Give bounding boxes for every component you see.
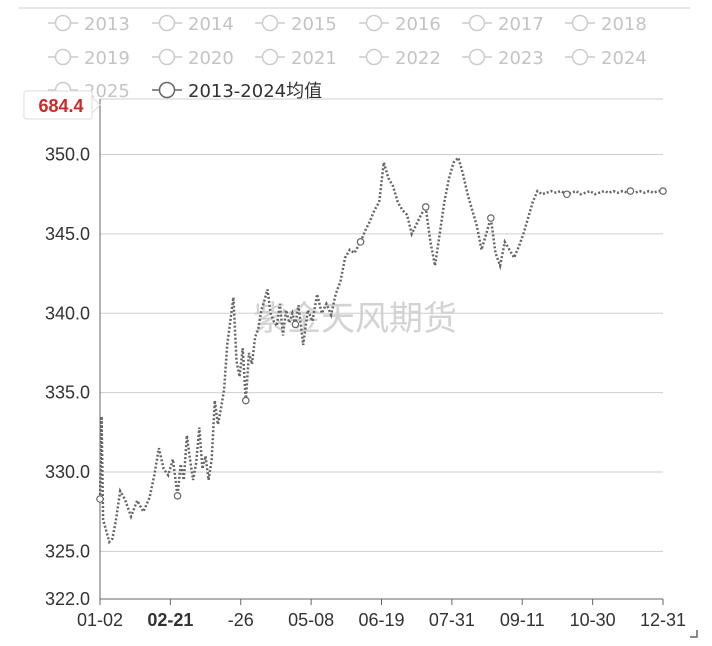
data-point[interactable] [487, 214, 495, 222]
legend-label: 2013 [84, 14, 130, 35]
data-point[interactable] [173, 492, 182, 500]
data-point[interactable] [421, 203, 430, 211]
legend-item[interactable]: 2020 [152, 48, 234, 69]
y-pointer-label: 684.4 [38, 96, 83, 116]
y-tick-label: 340.0 [45, 303, 90, 323]
legend-circle-icon [365, 14, 383, 32]
data-point[interactable] [563, 190, 571, 199]
y-tick-label: 350.0 [45, 145, 90, 165]
data-point[interactable] [96, 495, 104, 503]
legend-label: 2016 [395, 14, 441, 35]
series-lines [96, 155, 667, 545]
watermark: 紫金天风期货 [253, 299, 457, 339]
legend-item[interactable]: 2024 [565, 48, 647, 69]
legend-item[interactable]: 2023 [462, 48, 544, 69]
legend-label: 2015 [291, 14, 337, 35]
data-point[interactable] [356, 238, 365, 246]
x-tick-label: 01-02 [77, 610, 123, 630]
x-tick-label: 12-31 [640, 610, 686, 630]
legend-label: 2013-2024均值 [188, 81, 322, 102]
resize-handle-icon[interactable] [690, 630, 698, 638]
legend-circle-icon [54, 48, 72, 66]
data-point[interactable] [241, 396, 250, 405]
legend-circle-icon [158, 48, 176, 66]
legend-item[interactable]: 2018 [565, 14, 647, 35]
legend-label: 2019 [84, 48, 130, 69]
legend-label: 2025 [84, 81, 130, 102]
legend-item[interactable]: 2016 [359, 14, 441, 35]
legend-circle-icon [261, 48, 279, 66]
data-point[interactable] [659, 187, 667, 195]
legend-label: 2014 [188, 14, 234, 35]
x-tick-label: 05-08 [288, 610, 334, 630]
x-tick-label: 09-11 [500, 610, 545, 630]
legend-circle-icon [571, 14, 589, 32]
legend-label: 2017 [498, 14, 544, 35]
legend-circle-icon [468, 48, 486, 66]
y-pointer-arrow [91, 95, 101, 115]
legend-circle-icon [54, 14, 72, 32]
legend-circle-icon [261, 14, 279, 32]
legend-circle-icon [158, 14, 176, 32]
x-axis: 01-02 02-21 -26 05-08 06-19 07-31 09-11 10-30 12… [77, 598, 686, 630]
legend-label: 2022 [395, 48, 441, 69]
y-axis-pointer: 684.4 [23, 90, 101, 120]
legend[interactable]: 2013 2014 2015 2016 2017 2018 2019 2020 2021 2022… [48, 14, 647, 102]
legend-item[interactable]: 2021 [255, 48, 337, 69]
legend-item[interactable]: 2017 [462, 14, 544, 35]
series-line [98, 155, 663, 545]
y-tick-label: 322.0 [45, 589, 90, 609]
x-tick-label: -26 [228, 610, 254, 630]
legend-item[interactable]: 2013 [48, 14, 130, 35]
y-axis: 322.0 325.0 330.0 335.0 340.0 345.0 350.0 [45, 99, 101, 609]
legend-item[interactable]: 2022 [359, 48, 441, 69]
legend-item[interactable]: 2019 [48, 48, 130, 69]
legend-item[interactable]: 2015 [255, 14, 337, 35]
legend-item[interactable]: 2013-2024均值 [152, 81, 322, 102]
legend-label: 2024 [601, 48, 647, 69]
legend-label: 2020 [188, 48, 234, 69]
legend-item[interactable]: 2014 [152, 14, 234, 35]
legend-label: 2021 [291, 48, 337, 69]
legend-circle-icon [158, 81, 176, 99]
y-tick-label: 330.0 [45, 462, 90, 482]
y-tick-label: 345.0 [45, 224, 90, 244]
legend-label: 2018 [601, 14, 647, 35]
y-tick-label: 325.0 [45, 541, 90, 561]
x-tick-label: 07-31 [429, 610, 475, 630]
legend-circle-icon [571, 48, 589, 66]
legend-circle-icon [468, 14, 486, 32]
y-tick-label: 335.0 [45, 383, 90, 403]
data-point[interactable] [626, 187, 635, 195]
x-tick-label: 02-21 [147, 610, 193, 630]
data-point[interactable] [291, 320, 300, 329]
legend-label: 2023 [498, 48, 544, 69]
legend-circle-icon [365, 48, 383, 66]
x-tick-label: 06-19 [358, 610, 404, 630]
x-tick-label: 10-30 [570, 610, 616, 630]
